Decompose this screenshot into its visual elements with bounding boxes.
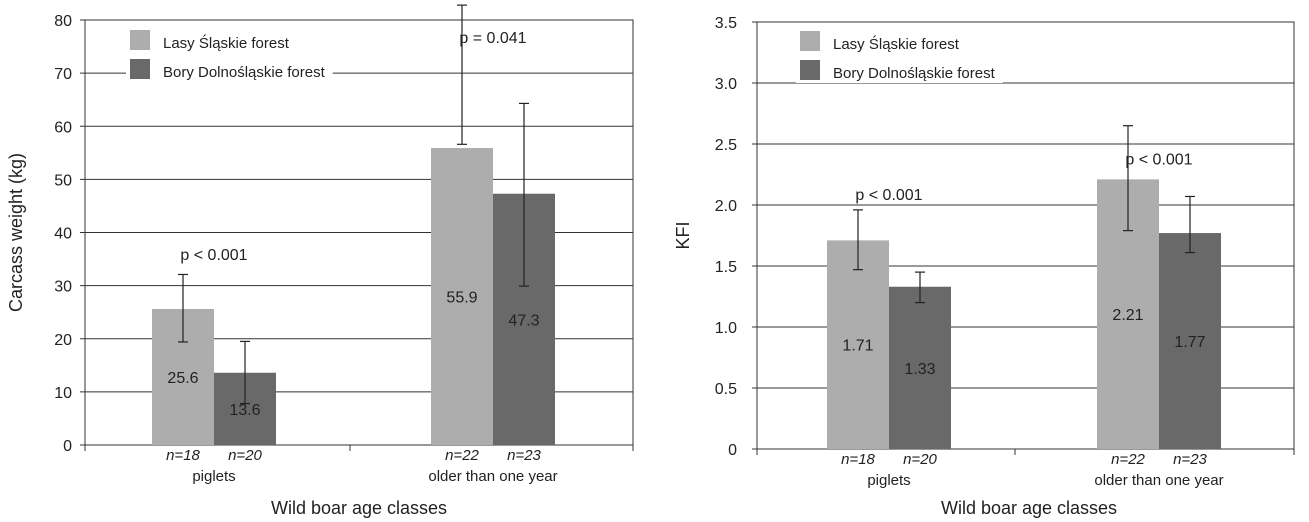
legend-swatch xyxy=(130,59,150,79)
bar-value-label: 1.71 xyxy=(842,338,873,355)
y-tick-label: 1.0 xyxy=(715,320,737,337)
sample-size-label: n=22 xyxy=(1111,451,1145,468)
sample-size-label: n=20 xyxy=(228,447,262,464)
bar-value-label: 1.33 xyxy=(904,361,935,378)
bar-value-label: 25.6 xyxy=(167,370,198,387)
bar xyxy=(1159,233,1221,449)
legend-background xyxy=(126,56,333,82)
legend-label: Bory Dolnośląskie forest xyxy=(833,65,996,82)
legend-background xyxy=(126,27,297,53)
p-value-annotation: p < 0.001 xyxy=(855,187,922,204)
plot-frame xyxy=(756,21,1295,450)
legend-label: Bory Dolnośląskie forest xyxy=(163,64,326,81)
legend-label: Lasy Śląskie forest xyxy=(833,35,960,53)
y-tick-label: 60 xyxy=(54,119,72,136)
sample-size-label: n=18 xyxy=(841,451,875,468)
kfi-chart: 0 0.5 1.0 1.5 2.0 2.5 3.0 3.5 Lasy Śląskie fores… xyxy=(673,15,1295,518)
legend-background xyxy=(796,28,967,54)
legend-swatch xyxy=(130,30,150,50)
sample-size-label: n=23 xyxy=(507,447,541,464)
y-tick-label: 30 xyxy=(54,279,72,296)
p-value-annotation: p < 0.001 xyxy=(180,247,247,264)
y-axis-title: Carcass weight (kg) xyxy=(6,153,26,312)
bar xyxy=(889,286,951,449)
y-tick-label: 0 xyxy=(728,442,737,459)
y-tick-label: 20 xyxy=(54,332,72,349)
y-tick-label: 3.5 xyxy=(715,15,737,32)
sample-size-label: n=23 xyxy=(1173,451,1207,468)
y-tick-label: 80 xyxy=(54,13,72,30)
y-tick-label: 2.5 xyxy=(715,137,737,154)
y-tick-label: 1.5 xyxy=(715,259,737,276)
p-value-annotation: p = 0.041 xyxy=(459,30,526,47)
bar-value-label: 55.9 xyxy=(446,290,477,307)
x-axis-title: Wild boar age classes xyxy=(941,498,1117,518)
legend-background xyxy=(796,57,1003,83)
legend-label: Lasy Śląskie forest xyxy=(163,34,290,52)
bar-value-label: 1.77 xyxy=(1174,334,1205,351)
bar xyxy=(827,240,889,449)
bar-value-label: 13.6 xyxy=(229,402,260,419)
category-label: older than one year xyxy=(1094,472,1223,489)
category-label: piglets xyxy=(867,472,910,489)
y-tick-label: 3.0 xyxy=(715,76,737,93)
y-tick-label: 10 xyxy=(54,385,72,402)
y-tick-label: 2.0 xyxy=(715,198,737,215)
sample-size-label: n=18 xyxy=(166,447,200,464)
y-axis-title: KFI xyxy=(673,221,693,249)
sample-size-label: n=20 xyxy=(903,451,937,468)
p-value-annotation: p < 0.001 xyxy=(1125,152,1192,169)
category-label: piglets xyxy=(192,468,235,485)
category-label: older than one year xyxy=(428,468,557,485)
legend-swatch xyxy=(800,31,820,51)
bar-value-label: 47.3 xyxy=(508,312,539,329)
carcass-weight-chart: 0 10 20 30 40 50 60 70 80 Lasy Śląskie forest Bory… xyxy=(6,4,634,518)
y-tick-label: 70 xyxy=(54,66,72,83)
y-tick-label: 0 xyxy=(63,438,72,455)
bar-value-label: 2.21 xyxy=(1112,307,1143,324)
y-tick-label: 0.5 xyxy=(715,381,737,398)
legend-swatch xyxy=(800,60,820,80)
y-tick-label: 50 xyxy=(54,172,72,189)
sample-size-label: n=22 xyxy=(445,447,479,464)
y-tick-label: 40 xyxy=(54,226,72,243)
x-axis-title: Wild boar age classes xyxy=(271,498,447,518)
bar xyxy=(431,148,493,445)
